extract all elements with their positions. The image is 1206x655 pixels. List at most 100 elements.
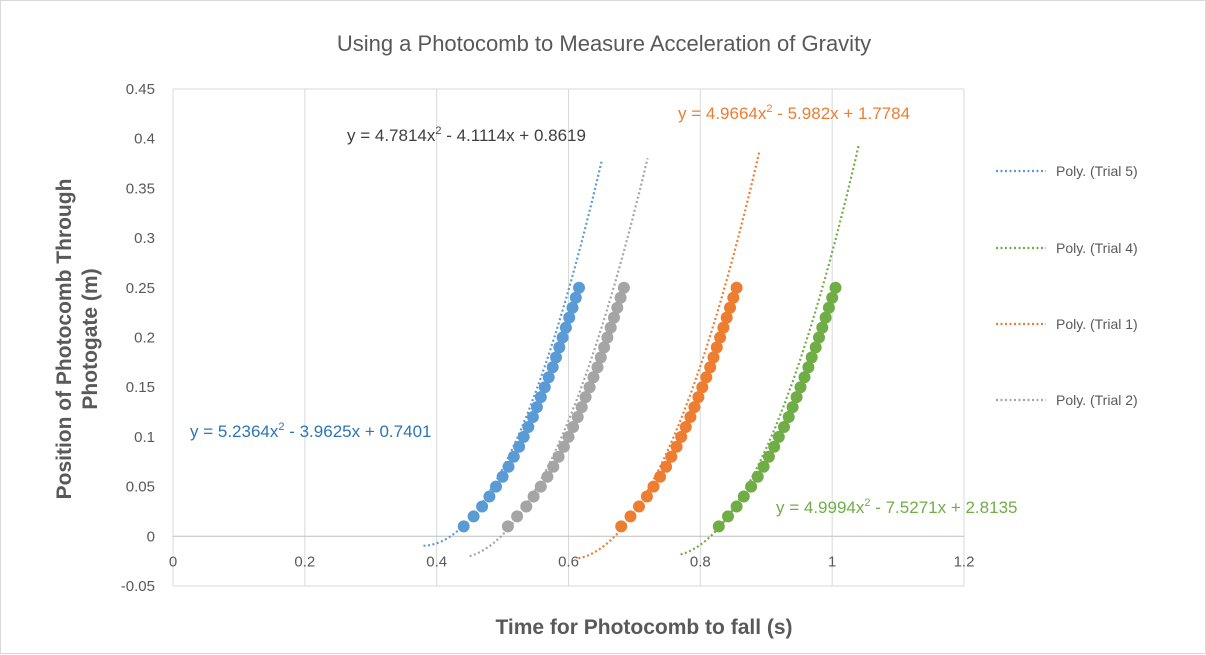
point-trial4 xyxy=(757,460,770,473)
x-tick-label: 1.2 xyxy=(954,553,975,570)
chart-title: Using a Photocomb to Measure Acceleratio… xyxy=(337,31,871,56)
point-trial1 xyxy=(717,321,730,334)
y-tick-label: 0.35 xyxy=(126,180,155,197)
point-trial2 xyxy=(591,361,604,374)
point-trial1 xyxy=(670,440,683,453)
point-trial1 xyxy=(724,301,736,314)
equation-trial1: y = 4.9664x2 - 5.982x + 1.7784 xyxy=(678,103,910,123)
point-trial2 xyxy=(614,291,627,304)
point-trial4 xyxy=(826,291,839,304)
data-points xyxy=(457,281,842,533)
point-trial2 xyxy=(598,341,611,354)
point-trial2 xyxy=(520,500,533,513)
point-trial5 xyxy=(569,291,582,304)
y-tick-label: 0.3 xyxy=(134,230,155,247)
y-tick-label: 0.15 xyxy=(126,379,155,396)
point-trial1 xyxy=(730,281,743,294)
trendline-trial5 xyxy=(423,161,603,547)
point-trial4 xyxy=(809,341,822,354)
point-trial5 xyxy=(483,490,496,503)
y-axis-title: Position of Photocomb Through Photogate (… xyxy=(53,179,102,500)
legend-label-trial5: Poly. (Trial 5) xyxy=(1056,163,1138,179)
point-trial1 xyxy=(727,291,740,304)
point-trial4 xyxy=(829,281,842,294)
trendlines xyxy=(423,145,860,560)
point-trial2 xyxy=(579,391,592,404)
point-trial5 xyxy=(563,311,576,324)
point-trial1 xyxy=(647,480,660,493)
point-trial1 xyxy=(679,421,692,433)
point-trial4 xyxy=(798,371,811,384)
point-trial2 xyxy=(562,430,575,443)
point-trial4 xyxy=(794,381,807,394)
equation-trial5: y = 5.2364x2 - 3.9625x + 0.7401 xyxy=(190,421,431,441)
equation-part: y = 4.7814x xyxy=(347,126,436,145)
point-trial1 xyxy=(665,450,678,463)
point-trial5 xyxy=(566,301,579,314)
y-axis-title-line: Photogate (m) xyxy=(79,268,102,409)
point-trial5 xyxy=(467,510,480,523)
point-trial1 xyxy=(684,411,697,423)
x-tick-label: 0.8 xyxy=(690,553,711,570)
point-trial4 xyxy=(745,480,758,493)
point-trial4 xyxy=(813,331,825,344)
point-trial2 xyxy=(501,520,514,533)
point-trial5 xyxy=(513,440,526,453)
point-trial2 xyxy=(567,421,580,433)
point-trial2 xyxy=(604,321,617,334)
y-tick-label: -0.05 xyxy=(121,578,155,595)
point-trial1 xyxy=(615,520,628,533)
point-trial1 xyxy=(675,430,688,443)
equation-part: - 4.1114x + 0.8619 xyxy=(442,126,586,145)
point-trial1 xyxy=(700,371,713,384)
point-trial2 xyxy=(575,401,588,414)
legend-label-trial1: Poly. (Trial 1) xyxy=(1056,316,1138,332)
equation-part: - 5.982x + 1.7784 xyxy=(773,104,911,123)
point-trial2 xyxy=(583,381,596,394)
point-trial4 xyxy=(790,391,803,404)
point-trial4 xyxy=(802,361,815,374)
point-trial4 xyxy=(782,411,795,423)
point-trial1 xyxy=(633,500,645,513)
point-trial1 xyxy=(696,381,709,394)
point-trial4 xyxy=(772,430,785,443)
x-tick-label: 1 xyxy=(828,553,836,570)
legend-label-trial2: Poly. (Trial 2) xyxy=(1056,392,1138,408)
point-trial2 xyxy=(527,490,540,503)
point-trial5 xyxy=(553,341,566,354)
legend: Poly. (Trial 5) Poly. (Trial 4) Poly. (Tri… xyxy=(996,163,1138,408)
point-trial5 xyxy=(526,411,539,423)
point-trial2 xyxy=(547,460,560,473)
gridlines xyxy=(172,88,965,587)
trendline-trial4 xyxy=(680,145,860,556)
point-trial1 xyxy=(714,331,727,344)
equation-part: - 3.9625x + 0.7401 xyxy=(285,422,432,441)
point-trial2 xyxy=(601,331,614,344)
point-trial5 xyxy=(538,381,551,394)
point-trial4 xyxy=(768,440,781,453)
equation-part: y = 4.9994x xyxy=(776,498,865,517)
point-trial5 xyxy=(522,421,535,433)
equation-part: y = 4.9664x xyxy=(678,104,767,123)
point-trial4 xyxy=(778,421,790,433)
x-tick-label: 0.2 xyxy=(294,553,315,570)
equation-part: y = 5.2364x xyxy=(190,422,279,441)
y-tick-label: 0.45 xyxy=(126,81,155,98)
point-trial4 xyxy=(786,401,799,414)
y-axis-title-line: Position of Photocomb Through xyxy=(53,179,76,500)
point-trial2 xyxy=(608,311,620,324)
point-trial5 xyxy=(550,351,562,364)
point-trial4 xyxy=(819,311,832,324)
equation-exponent: 2 xyxy=(278,421,284,433)
point-trial4 xyxy=(737,490,750,503)
equation-exponent: 2 xyxy=(435,125,441,137)
point-trial5 xyxy=(542,371,555,384)
equation-part: - 7.5271x + 2.8135 xyxy=(871,498,1018,517)
point-trial1 xyxy=(720,311,733,324)
point-trial5 xyxy=(559,321,572,334)
point-trial4 xyxy=(712,520,725,533)
point-trial2 xyxy=(552,450,565,463)
point-trial2 xyxy=(587,371,600,384)
point-trial4 xyxy=(762,450,775,463)
